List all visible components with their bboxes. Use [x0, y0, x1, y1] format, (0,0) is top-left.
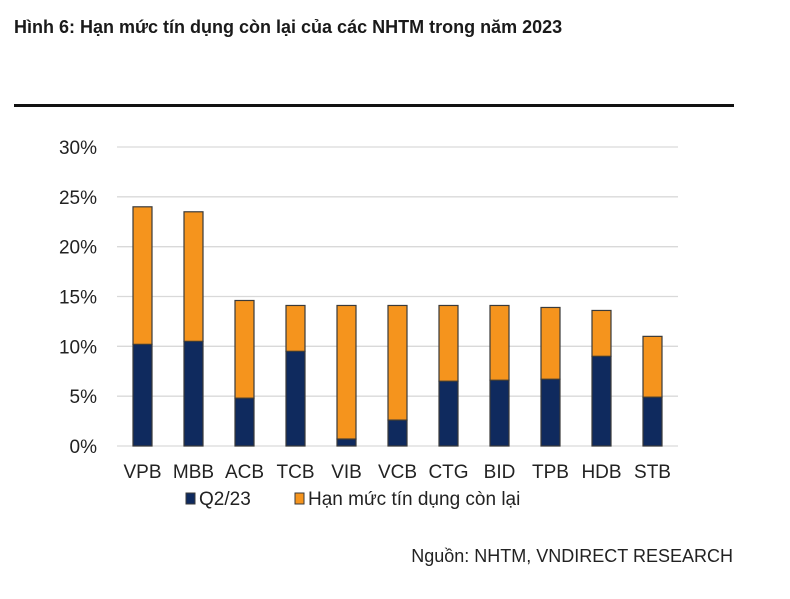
bar-acb-q2: [234, 397, 255, 447]
stacked-bar-chart: 0% 5% 10% 15% 20% 25% 30% VPB MBB ACB TCB VIB VCB CT…: [59, 138, 678, 510]
figure-title: Hình 6: Hạn mức tín dụng còn lại của các…: [14, 17, 563, 37]
source-note: Nguồn: NHTM, VNDIRECT RESEARCH: [411, 546, 733, 566]
x-axis-ticks: VPB MBB ACB TCB VIB VCB CTG BID TPB HDB STB: [123, 462, 670, 483]
bar-acb-remaining: [234, 299, 255, 399]
bar-mbb-remaining: [183, 211, 204, 342]
x-tick-label: TCB: [277, 462, 315, 483]
y-tick-label: 10%: [59, 337, 97, 358]
bar-ctg-remaining: [438, 304, 459, 382]
bar-tcb-remaining: [285, 304, 306, 352]
legend-swatch: [185, 492, 196, 505]
bar-vcb-q2: [387, 419, 408, 447]
y-axis-ticks: 0% 5% 10% 15% 20% 25% 30%: [59, 138, 97, 458]
bar-vpb-remaining: [132, 206, 153, 345]
y-tick-label: 20%: [59, 238, 97, 259]
bar-bid-remaining: [489, 304, 510, 381]
bars: [132, 206, 663, 447]
y-tick-label: 15%: [59, 288, 97, 309]
legend-swatch: [294, 492, 305, 505]
y-tick-label: 30%: [59, 138, 97, 159]
bar-stb-q2: [642, 396, 663, 447]
x-tick-label: VIB: [331, 462, 362, 483]
bar-vib-remaining: [336, 304, 357, 440]
x-tick-label: VCB: [378, 462, 417, 483]
bar-hdb-remaining: [591, 309, 612, 357]
y-tick-label: 0%: [70, 437, 98, 458]
x-tick-label: VPB: [123, 462, 161, 483]
bar-hdb-q2: [591, 355, 612, 447]
bar-tpb-q2: [540, 378, 561, 447]
x-tick-label: TPB: [532, 462, 569, 483]
x-tick-label: STB: [634, 462, 671, 483]
bar-vib-q2: [336, 438, 357, 447]
x-tick-label: MBB: [173, 462, 214, 483]
x-tick-label: CTG: [428, 462, 468, 483]
bar-tcb-q2: [285, 350, 306, 447]
x-tick-label: ACB: [225, 462, 264, 483]
legend-label: Hạn mức tín dụng còn lại: [308, 489, 520, 510]
title-divider: [14, 104, 734, 107]
legend-label: Q2/23: [199, 489, 251, 510]
bar-ctg-q2: [438, 380, 459, 447]
bar-vpb-q2: [132, 343, 153, 447]
y-tick-label: 25%: [59, 188, 97, 209]
legend: Q2/23 Hạn mức tín dụng còn lại: [185, 489, 520, 510]
bar-mbb-q2: [183, 340, 204, 447]
bar-bid-q2: [489, 379, 510, 447]
y-tick-label: 5%: [70, 387, 98, 408]
x-tick-label: HDB: [581, 462, 621, 483]
bar-stb-remaining: [642, 335, 663, 398]
bar-tpb-remaining: [540, 306, 561, 380]
bar-vcb-remaining: [387, 304, 408, 421]
x-tick-label: BID: [484, 462, 516, 483]
